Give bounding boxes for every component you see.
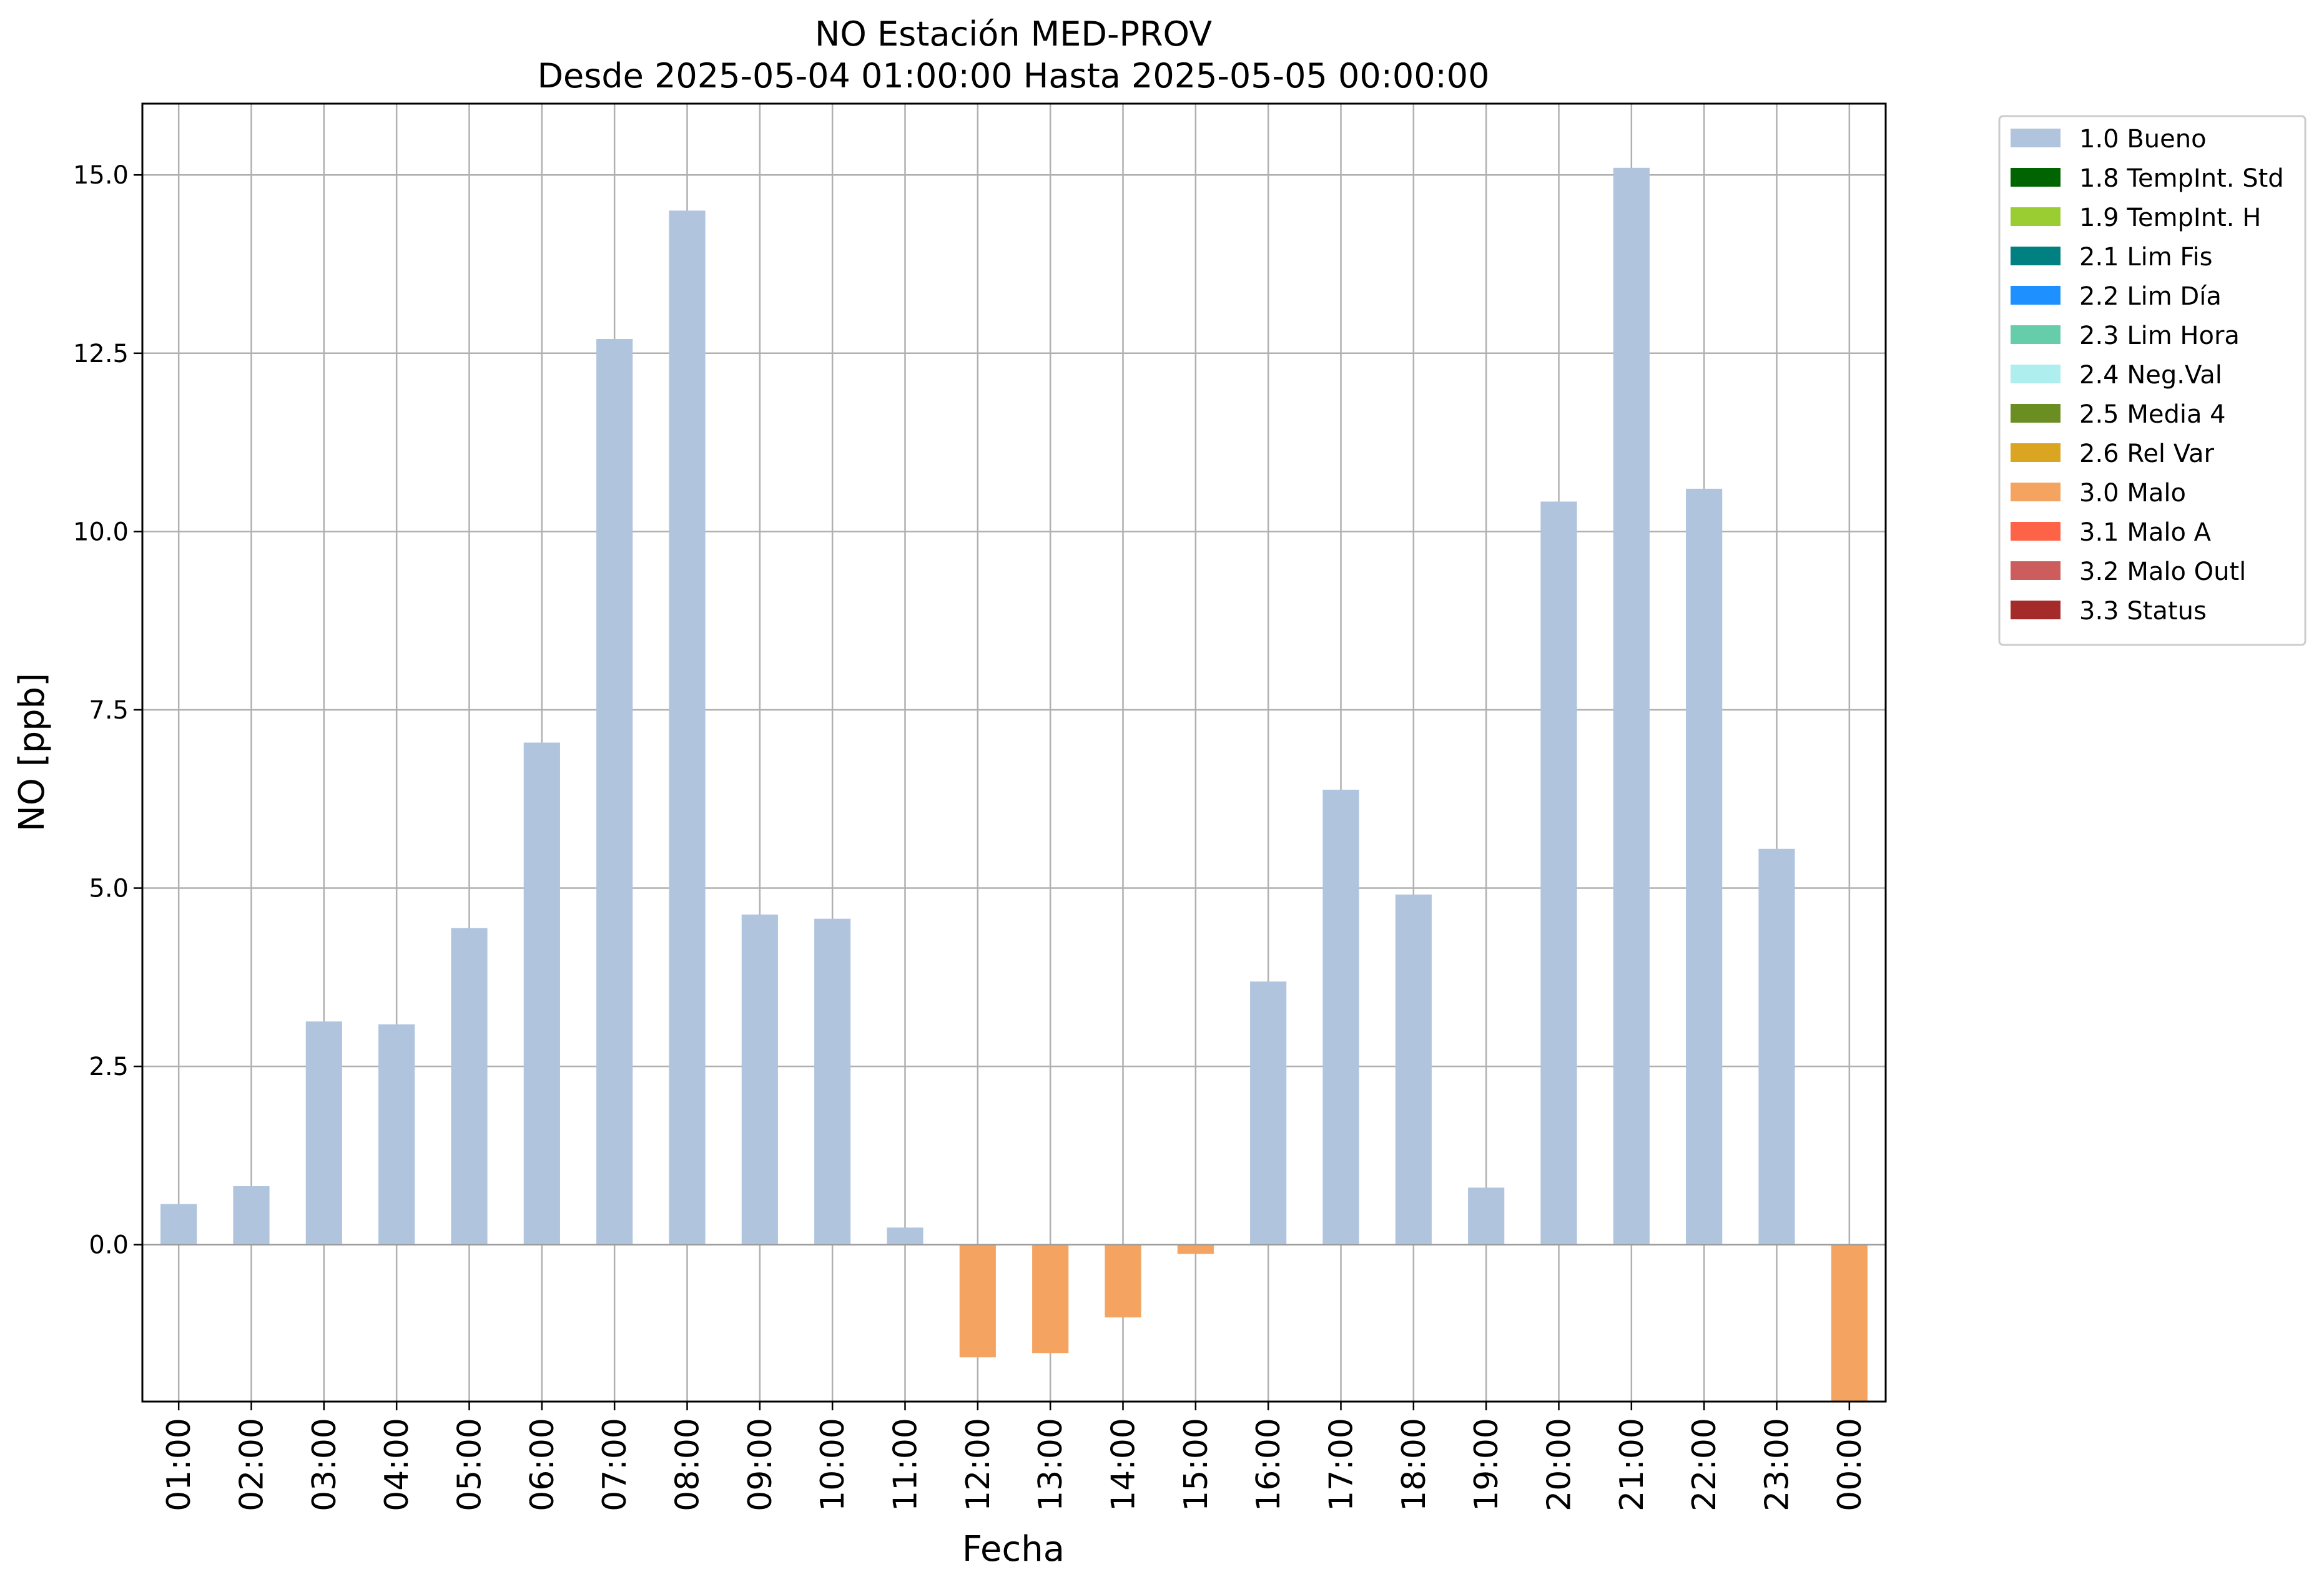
legend-label-0: 1.0 Bueno [2079, 125, 2207, 154]
x-tick-label-10: 11:00 [887, 1418, 925, 1511]
y-tick-label-4: 10.0 [73, 518, 129, 546]
legend-swatch-0 [2011, 129, 2061, 147]
bar-4 [451, 928, 488, 1245]
x-tick-label-12: 13:00 [1032, 1418, 1070, 1511]
chart-title: NO Estación MED-PROV [815, 14, 1212, 54]
x-tick-label-0: 01:00 [160, 1418, 198, 1511]
legend-swatch-7 [2011, 404, 2061, 423]
x-tick-label-11: 12:00 [960, 1418, 997, 1511]
bar-3 [378, 1024, 415, 1245]
x-tick-label-22: 23:00 [1759, 1418, 1796, 1511]
x-axis-label: Fecha [962, 1529, 1065, 1570]
legend-label-8: 2.6 Rel Var [2079, 440, 2215, 468]
bar-10 [887, 1227, 923, 1245]
legend-label-12: 3.3 Status [2079, 597, 2207, 626]
legend-label-4: 2.2 Lim Día [2079, 282, 2222, 311]
x-tick-label-5: 06:00 [524, 1418, 561, 1511]
bar-18 [1468, 1187, 1505, 1245]
x-tick-label-15: 16:00 [1250, 1418, 1288, 1511]
bar-13 [1105, 1244, 1141, 1318]
bar-20 [1613, 167, 1650, 1245]
bar-0 [160, 1204, 197, 1245]
y-tick-label-3: 7.5 [89, 696, 129, 725]
bar-17 [1395, 894, 1432, 1245]
legend-label-7: 2.5 Media 4 [2079, 400, 2226, 429]
legend-swatch-10 [2011, 522, 2061, 541]
x-tick-label-6: 07:00 [596, 1418, 634, 1511]
legend-swatch-3 [2011, 247, 2061, 265]
y-tick-label-0: 0.0 [89, 1231, 129, 1260]
legend-label-5: 2.3 Lim Hora [2079, 322, 2240, 350]
x-tick-label-19: 20:00 [1541, 1418, 1578, 1511]
legend-label-10: 3.1 Malo A [2079, 518, 2212, 547]
legend-swatch-11 [2011, 561, 2061, 580]
y-tick-label-1: 2.5 [89, 1053, 129, 1081]
y-tick-label-5: 12.5 [73, 340, 129, 368]
x-tick-label-8: 09:00 [742, 1418, 779, 1511]
bar-11 [959, 1244, 996, 1358]
bar-6 [596, 338, 633, 1245]
x-tick-label-13: 14:00 [1105, 1418, 1143, 1511]
legend-swatch-9 [2011, 483, 2061, 501]
bar-9 [814, 918, 851, 1245]
y-tick-label-2: 5.0 [89, 875, 129, 903]
x-tick-label-23: 00:00 [1831, 1418, 1869, 1511]
plot-area: 0.0 2.5 5.0 7.5 10.0 12.5 15.0 01:00 02:00 03:00… [73, 102, 1887, 1511]
x-tick-label-3: 04:00 [378, 1418, 416, 1511]
bar-19 [1540, 501, 1577, 1245]
plot-frame [141, 102, 1887, 1403]
legend-label-2: 1.9 TempInt. H [2079, 204, 2261, 232]
legend-swatch-2 [2011, 207, 2061, 226]
legend-swatch-4 [2011, 286, 2061, 305]
legend-label-11: 3.2 Malo Outl [2079, 558, 2246, 586]
bar-15 [1250, 981, 1287, 1245]
x-tick-label-4: 05:00 [451, 1418, 489, 1511]
x-tick-label-17: 18:00 [1396, 1418, 1433, 1511]
bar-14 [1177, 1244, 1214, 1254]
x-tick-label-18: 19:00 [1468, 1418, 1505, 1511]
bar-12 [1032, 1244, 1069, 1354]
y-axis-label: NO [ppb] [12, 673, 52, 832]
legend-swatch-6 [2011, 365, 2061, 383]
x-tick-label-16: 17:00 [1323, 1418, 1361, 1511]
x-tick-label-21: 22:00 [1686, 1418, 1723, 1511]
x-tick-label-14: 15:00 [1178, 1418, 1215, 1511]
legend-swatch-5 [2011, 325, 2061, 344]
legend-box [1998, 115, 2307, 646]
bar-23 [1831, 1244, 1868, 1402]
bar-5 [523, 742, 560, 1245]
legend-label-6: 2.4 Neg.Val [2079, 361, 2222, 390]
legend-swatch-1 [2011, 168, 2061, 187]
legend-swatch-12 [2011, 601, 2061, 619]
legend-label-3: 2.1 Lim Fis [2079, 243, 2212, 272]
legend-swatch-8 [2011, 443, 2061, 462]
x-tick-label-20: 21:00 [1613, 1418, 1651, 1511]
x-tick-label-9: 10:00 [814, 1418, 852, 1511]
bar-21 [1686, 488, 1723, 1245]
bar-7 [669, 210, 706, 1245]
legend: 1.0 Bueno 1.8 TempInt. Std 1.9 TempInt. H 2… [1998, 115, 2307, 646]
x-tick-label-7: 08:00 [669, 1418, 707, 1511]
x-tick-label-1: 02:00 [234, 1418, 271, 1511]
chart-subtitle: Desde 2025-05-04 01:00:00 Hasta 2025-05-… [537, 56, 1489, 96]
bar-2 [305, 1021, 342, 1245]
bar-8 [741, 914, 778, 1245]
bar-22 [1758, 848, 1795, 1245]
bar-16 [1322, 789, 1359, 1245]
x-tick-label-2: 03:00 [306, 1418, 343, 1511]
legend-label-9: 3.0 Malo [2079, 479, 2186, 508]
legend-label-1: 1.8 TempInt. Std [2079, 164, 2284, 193]
y-tick-label-6: 15.0 [73, 161, 129, 190]
bar-1 [233, 1186, 270, 1245]
